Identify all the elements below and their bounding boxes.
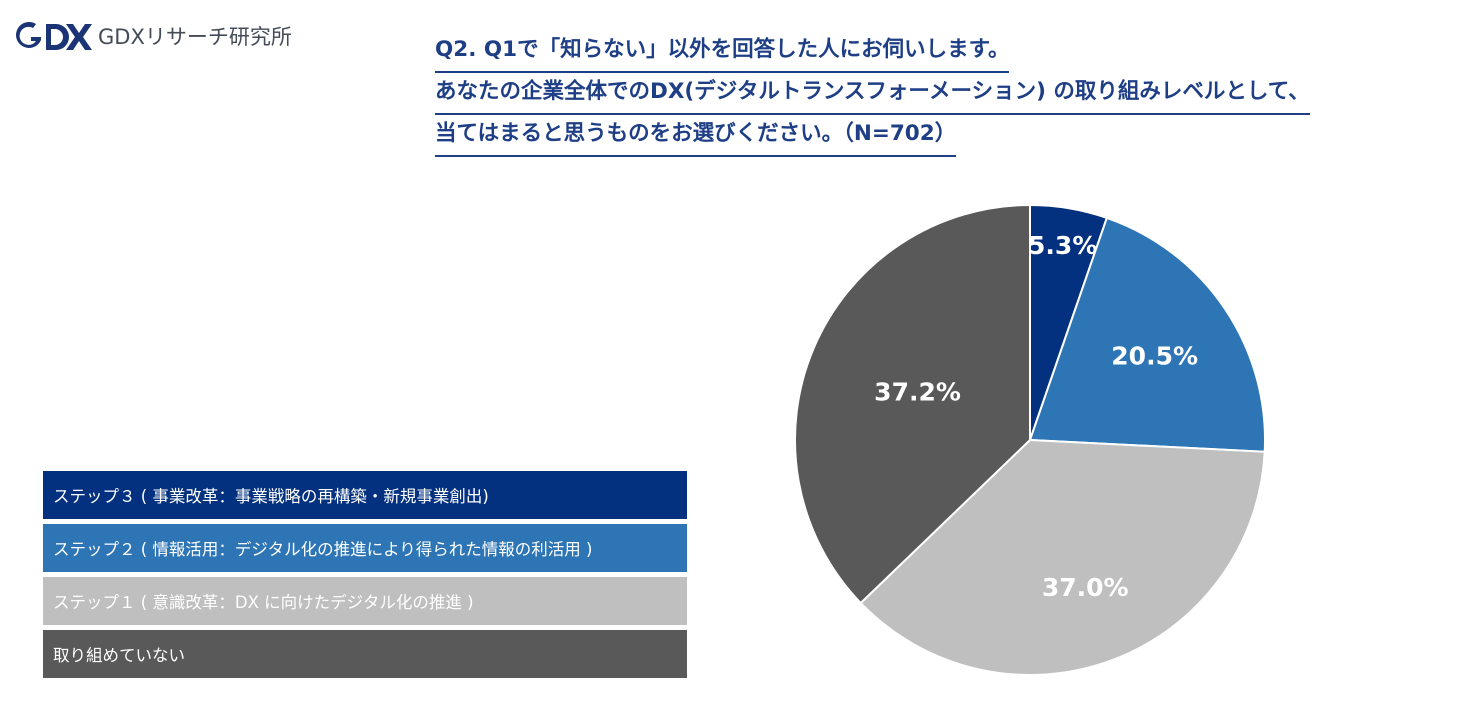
question-line-1: Q2. Q1で「知らない」以外を回答した人にお伺いします。 (435, 33, 1010, 73)
brand-logo: GDXリサーチ研究所 (14, 18, 292, 56)
chart-legend: ステップ３ ( 事業改革：事業戦略の再構築・新規事業創出) ステップ２ ( 情報… (43, 471, 687, 683)
question-line-3: 当てはまると思うものをお選びください。（N=702） (435, 117, 957, 157)
legend-item-none: 取り組めていない (43, 630, 687, 678)
pie-slice-label-3: 37.0% (1042, 573, 1129, 602)
pie-slice-label-1: 5.3% (1028, 231, 1097, 260)
question-title: Q2. Q1で「知らない」以外を回答した人にお伺いします。 あなたの企業全体での… (435, 33, 1435, 159)
pie-slice-3 (859, 438, 1266, 676)
pie-slice-4 (794, 203, 1031, 605)
gdx-logo-mark-icon (16, 21, 92, 50)
question-line-2: あなたの企業全体でのDX(デジタルトランスフォーメーション) の取り組みレベルと… (435, 75, 1310, 115)
pie-slice-label-2: 20.5% (1111, 341, 1198, 370)
brand-name: GDXリサーチ研究所 (98, 24, 292, 49)
legend-item-step3: ステップ３ ( 事業改革：事業戦略の再構築・新規事業創出) (43, 471, 687, 519)
legend-item-step1: ステップ１ ( 意識改革：DX に向けたデジタル化の推進 ) (43, 577, 687, 625)
pie-slice-2 (1028, 216, 1266, 453)
pie-slice-label-4: 37.2% (874, 378, 961, 407)
pie-chart: 5.3% 20.5% 37.0% 37.2% (794, 203, 1266, 676)
legend-item-step2: ステップ２ ( 情報活用：デジタル化の推進により得られた情報の利活用 ) (43, 524, 687, 572)
